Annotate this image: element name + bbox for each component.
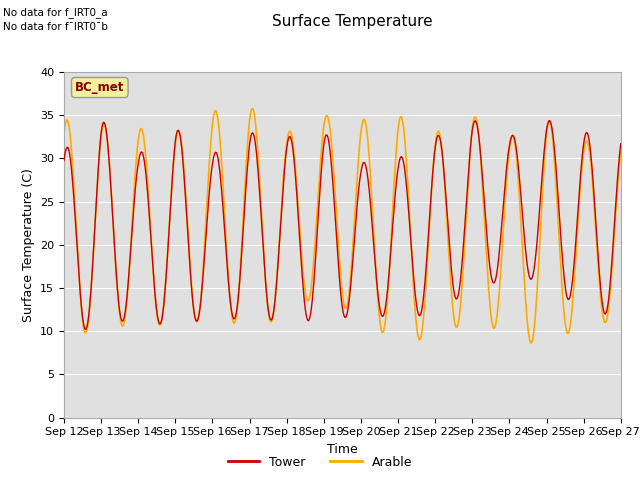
Text: BC_met: BC_met	[75, 81, 125, 94]
Text: No data for f¯IRT0¯b: No data for f¯IRT0¯b	[3, 22, 108, 32]
Text: No data for f_IRT0_a: No data for f_IRT0_a	[3, 7, 108, 18]
Y-axis label: Surface Temperature (C): Surface Temperature (C)	[22, 168, 35, 322]
Legend: Tower, Arable: Tower, Arable	[223, 451, 417, 474]
Text: Surface Temperature: Surface Temperature	[272, 14, 432, 29]
X-axis label: Time: Time	[327, 443, 358, 456]
